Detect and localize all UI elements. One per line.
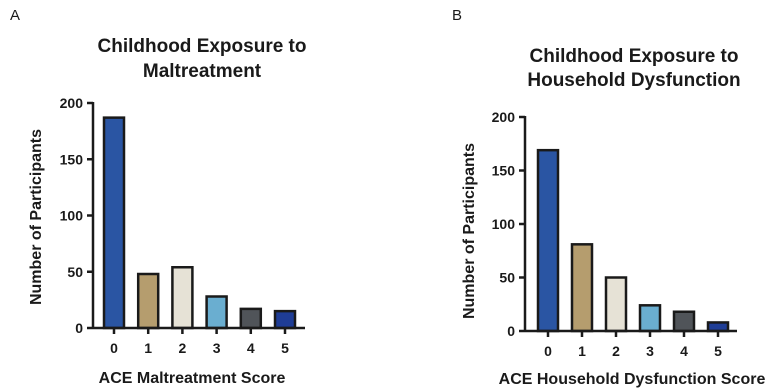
bar-2 [604,276,628,333]
x-tick-label-1: 1 [578,343,586,359]
bar-1 [570,243,594,333]
chart-title-line-2: Household Dysfunction [527,70,740,91]
panel-a: A Childhood Exposure to Maltreatment ACE… [10,7,307,387]
y-axis-title: Number of Participants [28,129,45,305]
bar-marks [536,148,730,333]
x-tick-label-2: 2 [612,343,620,359]
y-tick-label-0: 0 [75,320,83,336]
x-tick-label-0: 0 [544,343,552,359]
bar-3 [205,295,228,330]
x-tick-label-3: 3 [646,343,654,359]
x-tick-label-5: 5 [714,343,722,359]
y-tick-label-200: 200 [492,109,516,125]
x-axis-title: ACE Household Dysfunction Score [499,371,766,388]
y-tick-label-150: 150 [60,151,84,167]
y-tick-label-100: 100 [60,208,84,224]
bar-5 [273,309,297,330]
bar-marks [102,116,297,330]
axes: 0 50 100 150 200 0 1 2 3 4 5 [60,95,305,356]
y-axis-title: Number of Participants [461,143,478,319]
y-tick-label-100: 100 [492,216,516,232]
bar-2 [171,266,194,330]
x-tick-label-3: 3 [213,340,221,356]
x-axis-title: ACE Maltreatment Score [99,370,286,387]
x-tick-label-4: 4 [247,340,255,356]
bar-1 [136,272,160,330]
chart-title-line-1: Childhood Exposure to [98,36,307,57]
panel-b: B Childhood Exposure to Household Dysfun… [452,7,765,388]
bar-5 [706,321,730,333]
panel-label: B [452,7,462,24]
chart-title-line-2: Maltreatment [143,61,262,82]
panel-label: A [10,7,20,24]
x-tick-label-0: 0 [110,340,118,356]
y-tick-label-50: 50 [67,264,83,280]
y-tick-label-50: 50 [499,270,515,286]
y-tick-label-200: 200 [60,95,84,111]
x-tick-label-2: 2 [179,340,187,356]
bar-4 [239,307,263,330]
y-tick-label-150: 150 [492,163,516,179]
y-tick-label-0: 0 [507,323,515,339]
bar-4 [672,310,696,333]
bar-0 [102,116,126,330]
x-tick-label-5: 5 [281,340,289,356]
chart-title-line-1: Childhood Exposure to [530,46,739,67]
bar-3 [638,304,662,333]
bar-0 [536,148,560,333]
axes: 0 50 100 150 200 0 1 2 3 4 5 [492,109,737,359]
x-tick-label-1: 1 [144,340,152,356]
x-tick-label-4: 4 [680,343,688,359]
